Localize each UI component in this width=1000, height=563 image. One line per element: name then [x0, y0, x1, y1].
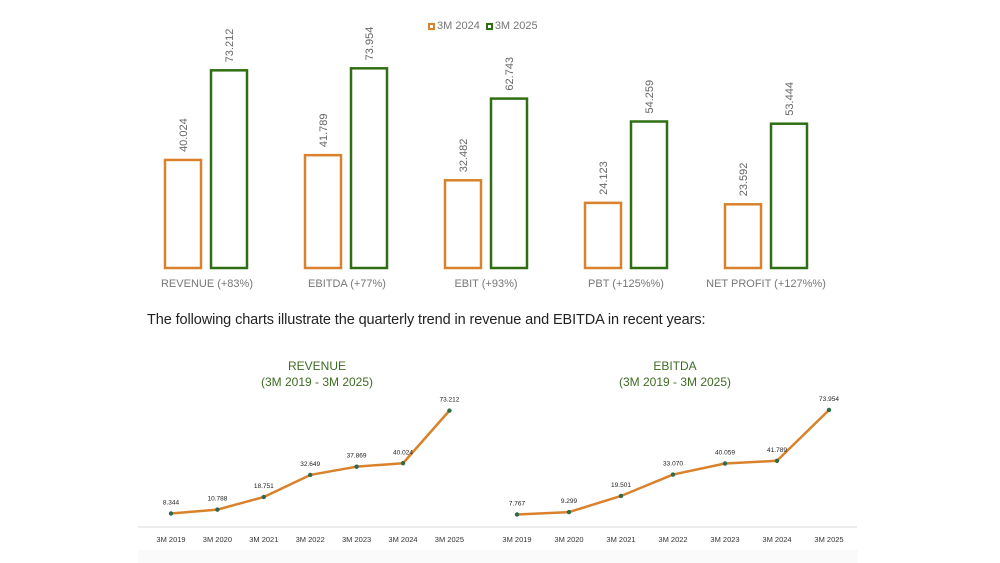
ebitda-subtitle: (3M 2019 - 3M 2025)	[618, 375, 732, 389]
bar-chart-legend: 3M 2024 3M 2025	[428, 20, 538, 32]
ebitda-title: EBITDA	[653, 359, 697, 373]
bar-category-label: REVENUE (+83%)	[161, 278, 253, 290]
legend-label-2024: 3M 2024	[437, 20, 480, 32]
line-point	[447, 408, 452, 413]
legend-swatch-2025	[485, 22, 493, 30]
line-data-label: 32.649	[300, 461, 320, 468]
bar-category-label: PBT (+125%%)	[588, 278, 664, 290]
line-point	[566, 509, 572, 515]
ebitda-line-svg: 7.767 3M 2019 9.299 3M 2020 19.501 3M 2021 33.…	[493, 396, 857, 544]
line-x-tick-label: 3M 2021	[249, 535, 278, 544]
line-data-label: 33.070	[663, 461, 683, 468]
line-data-label: 9.299	[561, 498, 578, 505]
bar-value-label: 23.592	[738, 163, 750, 197]
line-x-tick-label: 3M 2024	[388, 535, 417, 544]
line-point	[400, 461, 406, 466]
ebitda-chart-title: EBITDA (3M 2019 - 3M 2025)	[493, 358, 857, 390]
legend-swatch-2024	[428, 22, 435, 30]
line-data-label: 40.059	[715, 450, 735, 457]
bar-value-label: 24.123	[598, 161, 610, 195]
line-x-tick-label: 3M 2025	[435, 535, 464, 544]
bar-2024-1	[303, 153, 343, 270]
line-x-tick-label: 3M 2025	[814, 535, 843, 544]
bar-chart: 40.024 73.212 REVENUE (+83%) 41.789 73.954 EB…	[161, 27, 826, 290]
revenue-line-chart: REVENUE (3M 2019 - 3M 2025) 8.344 3M 2019…	[138, 352, 496, 552]
line-x-tick-label: 3M 2020	[554, 535, 583, 544]
caption-text: The following charts illustrate the quar…	[147, 312, 706, 328]
line-point	[215, 507, 220, 512]
line-point	[308, 472, 313, 478]
legend-label-2025: 3M 2025	[494, 20, 538, 32]
line-point	[168, 511, 174, 516]
bar-value-label: 62.743	[504, 57, 516, 91]
revenue-chart-title: REVENUE (3M 2019 - 3M 2025)	[138, 358, 496, 390]
line-point	[826, 407, 832, 413]
line-x-tick-label: 3M 2020	[203, 535, 232, 544]
line-point	[354, 464, 359, 469]
bar-2024-4	[723, 203, 763, 270]
legend-item-2024: 3M 2024	[428, 20, 480, 32]
legend-item-2025: 3M 2025	[485, 20, 538, 32]
line-data-label: 8.344	[163, 500, 180, 507]
bar-2024-2	[443, 179, 483, 270]
line-x-tick-label: 3M 2019	[156, 535, 185, 544]
revenue-line-svg: 8.344 3M 2019 10.788 3M 2020 18.751 3M 2021 32…	[138, 397, 496, 544]
line-x-tick-label: 3M 2022	[658, 535, 687, 544]
bar-2024-3	[583, 201, 623, 270]
bottom-strip	[138, 550, 858, 563]
line-point	[261, 494, 266, 500]
bar-2025-2	[489, 97, 529, 270]
line-x-tick-label: 3M 2022	[296, 535, 325, 544]
line-point	[618, 493, 624, 499]
bar-2024-0	[163, 158, 203, 270]
line-point	[514, 512, 520, 517]
line-x-tick-label: 3M 2019	[502, 535, 531, 544]
line-data-label: 10.788	[207, 496, 227, 503]
bar-value-label: 41.789	[318, 114, 330, 148]
line-data-label: 18.751	[254, 483, 274, 490]
bar-category-label: NET PROFIT (+127%%)	[706, 278, 826, 290]
bar-category-label: EBIT (+93%)	[454, 278, 517, 290]
line-data-label: 37.869	[347, 453, 367, 460]
line-data-label: 73.954	[819, 396, 839, 403]
line-x-tick-label: 3M 2021	[606, 535, 635, 544]
bar-2025-3	[629, 120, 669, 270]
bar-value-label: 73.954	[364, 27, 376, 61]
bar-value-label: 54.259	[644, 80, 656, 114]
revenue-subtitle: (3M 2019 - 3M 2025)	[260, 375, 374, 389]
line-point	[670, 472, 676, 477]
line-x-tick-label: 3M 2023	[342, 535, 371, 544]
bar-2025-4	[769, 122, 809, 270]
line-x-tick-label: 3M 2024	[762, 535, 791, 544]
line-data-label: 40.024	[393, 449, 413, 456]
bar-value-label: 40.024	[178, 118, 190, 152]
bar-value-label: 73.212	[224, 29, 236, 63]
revenue-title: REVENUE	[287, 359, 346, 373]
line-data-label: 19.501	[611, 482, 631, 489]
line-data-label: 7.767	[509, 501, 526, 508]
line-point	[722, 461, 728, 466]
bar-2025-1	[349, 67, 389, 270]
line-data-label: 73.212	[439, 397, 459, 404]
bar-value-label: 32.482	[458, 139, 470, 173]
ebitda-line-chart: EBITDA (3M 2019 - 3M 2025) 7.767 3M 2019 9…	[493, 352, 857, 552]
line-point	[774, 458, 780, 463]
line-data-label: 41.789	[767, 447, 787, 454]
bar-2025-0	[209, 69, 249, 270]
bar-value-label: 53.444	[784, 82, 796, 116]
line-x-tick-label: 3M 2023	[710, 535, 739, 544]
bar-category-label: EBITDA (+77%)	[308, 278, 386, 290]
